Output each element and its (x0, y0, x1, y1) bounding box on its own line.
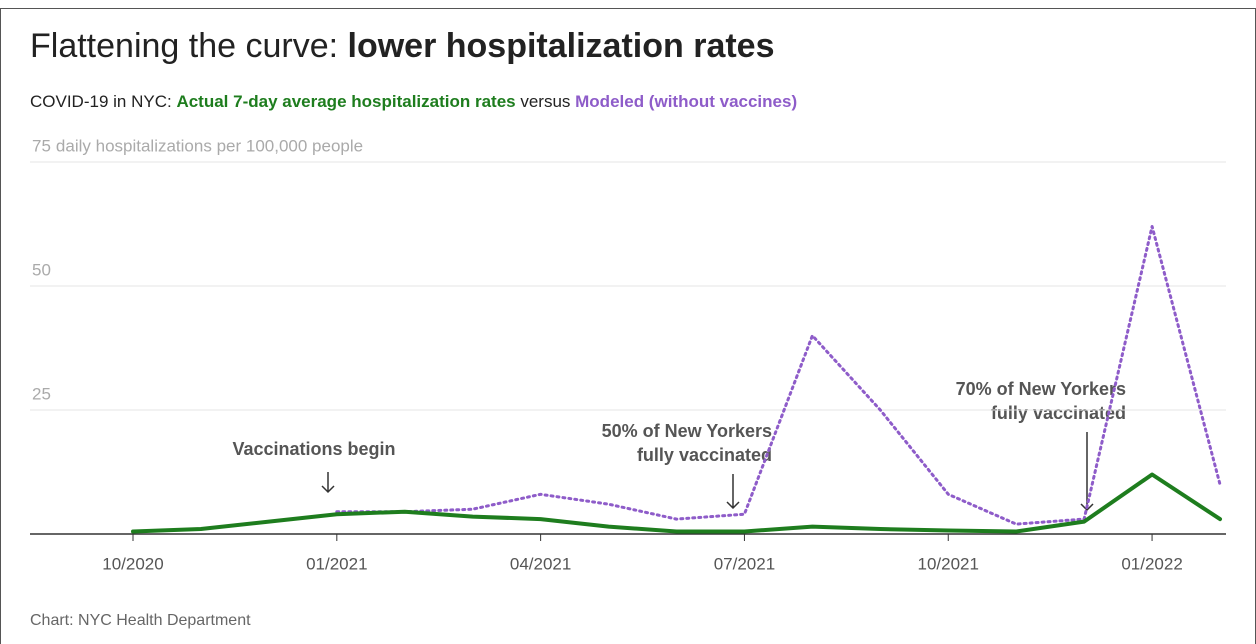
title-bold: lower hospitalization rates (348, 27, 775, 65)
x-tick-label: 10/2021 (918, 554, 979, 573)
annotation: 50% of New Yorkers (602, 421, 772, 441)
y-axis-label: daily hospitalizations per 100,000 peopl… (56, 136, 363, 155)
x-tick-label: 07/2021 (714, 554, 775, 573)
arrow (726, 474, 740, 510)
x-tick-label: 01/2021 (306, 554, 367, 573)
x-tick-label: 01/2022 (1121, 554, 1182, 573)
source: Chart: NYC Health Department (30, 612, 251, 629)
x-tick-label: 04/2021 (510, 554, 571, 573)
subtitle-prefix: COVID-19 in NYC: (30, 92, 176, 111)
series-line (131, 472, 1222, 534)
annotation: 70% of New Yorkers (956, 379, 1126, 399)
legend-modeled: Modeled (without vaccines) (575, 92, 797, 111)
subtitle: COVID-19 in NYC: Actual 7-day average ho… (30, 92, 797, 111)
series-line (335, 225, 1222, 526)
annotation: fully vaccinated (991, 403, 1126, 423)
annotation: Vaccinations begin (232, 439, 395, 459)
y-tick-label: 75 (32, 136, 51, 155)
y-tick-label: 50 (32, 260, 51, 279)
subtitle-joiner: versus (516, 92, 576, 111)
arrow (321, 472, 335, 494)
arrow (1080, 432, 1094, 512)
annotation: fully vaccinated (637, 445, 772, 465)
legend-actual: Actual 7-day average hospitalization rat… (176, 92, 515, 111)
y-tick-label: 25 (32, 384, 51, 403)
x-tick-label: 10/2020 (102, 554, 163, 573)
title-regular: Flattening the curve: (30, 27, 348, 65)
chart-title: Flattening the curve: lower hospitalizat… (30, 27, 775, 65)
